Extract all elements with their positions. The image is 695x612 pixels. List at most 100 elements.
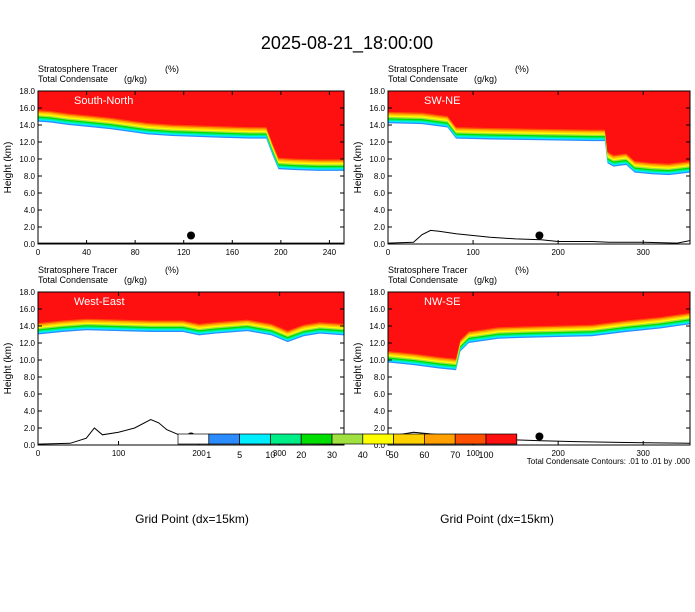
y-tick-label: 16.0 [19,104,35,113]
x-tick-label: 120 [177,248,191,257]
y-tick-label: 14.0 [369,121,385,130]
x-tick-label: 100 [466,449,480,458]
x-tick-label: 0 [386,449,391,458]
y-tick-label: 14.0 [19,121,35,130]
tracer-band-0 [38,91,344,159]
y-tick-label: 10.0 [19,155,35,164]
y-tick-label: 18.0 [19,288,35,297]
x-tick-label: 200 [551,449,565,458]
legend-swatch [270,433,302,445]
y-tick-label: 12.0 [369,339,385,348]
x-tick-label: 240 [323,248,337,257]
panel-label-condensate: Total Condensate [388,275,458,285]
legend-label: 30 [327,450,337,460]
location-marker [535,231,544,240]
y-tick-label: 6.0 [374,189,386,198]
legend-label: 20 [296,450,306,460]
legend-label: 100 [478,450,493,460]
legend-label: 70 [450,450,460,460]
legend-swatch [331,433,364,445]
panel-west-east: Stratosphere Tracer (%) Total Condensate (g… [3,265,345,458]
y-tick-label: 12.0 [19,339,35,348]
x-tick-label: 0 [36,248,41,257]
panel-sw-ne: Stratosphere Tracer (%) Total Condensate (g… [353,64,691,257]
x-tick-label: 100 [466,248,480,257]
y-tick-label: 8.0 [24,373,36,382]
panel-title: SW-NE [424,95,460,107]
x-tick-label: 80 [131,248,140,257]
panel-label-tracer: Stratosphere Tracer [388,64,468,74]
y-tick-label: 8.0 [374,172,386,181]
y-tick-label: 6.0 [24,390,36,399]
panel-label-condensate-unit: (g/kg) [124,74,147,84]
panel-label-condensate: Total Condensate [38,74,108,84]
x-tick-label: 200 [274,248,288,257]
x-tick-label: 0 [386,248,391,257]
x-tick-label: 300 [637,248,651,257]
plot-area [388,91,690,244]
color-legend: 1 5 10 20 30 40 50 60 70 100 [177,433,518,460]
y-tick-label: 8.0 [24,172,36,181]
panel-label-tracer: Stratosphere Tracer [38,64,118,74]
y-tick-label: 10.0 [19,356,35,365]
panel-south-north: Stratosphere Tracer (%) Total Condensate (g… [3,64,345,257]
y-tick-label: 4.0 [374,407,386,416]
plot-area [388,292,690,444]
x-tick-label: 300 [637,449,651,458]
legend-swatch [424,433,456,445]
contour-footnote: Total Condensate Contours: .01 to .01 by… [527,457,691,466]
legend-label: 40 [358,450,368,460]
tracer-band-0 [388,292,690,358]
y-tick-label: 4.0 [374,206,386,215]
panel-label-tracer-unit: (%) [515,64,529,74]
legend-swatch [300,433,333,445]
tracer-band-0 [38,292,344,330]
x-tick-label: 100 [112,449,126,458]
plot-frame [387,291,691,446]
y-tick-label: 8.0 [374,373,386,382]
y-tick-label: 14.0 [369,322,385,331]
y-tick-label: 4.0 [24,206,36,215]
y-tick-label: 16.0 [369,104,385,113]
panel-label-condensate: Total Condensate [38,275,108,285]
y-tick-label: 2.0 [374,223,386,232]
tracer-band-0 [388,91,690,163]
x-tick-label: 300 [273,449,287,458]
y-tick-label: 2.0 [374,424,386,433]
panel-label-condensate-unit: (g/kg) [474,275,497,285]
panel-label-condensate: Total Condensate [388,74,458,84]
y-tick-label: 18.0 [369,288,385,297]
y-axis-label: Height (km) [353,343,364,395]
location-marker [535,432,544,441]
x-axis-label-right: Grid Point (dx=15km) [440,512,554,526]
plot-frame [37,291,345,446]
y-tick-label: 0.0 [24,240,36,249]
legend-swatch [393,433,425,445]
y-tick-label: 4.0 [24,407,36,416]
y-tick-label: 10.0 [369,356,385,365]
y-tick-label: 10.0 [369,155,385,164]
location-marker [187,231,195,240]
y-tick-label: 0.0 [24,441,36,450]
plot-frame [37,90,345,245]
panel-label-tracer-unit: (%) [165,265,179,275]
plot-frame [387,90,691,245]
legend-swatch [239,433,271,445]
panel-title: NW-SE [424,296,460,308]
legend-label: 60 [419,450,429,460]
x-axis-label-left: Grid Point (dx=15km) [135,512,249,526]
x-tick-label: 200 [192,449,206,458]
x-tick-label: 40 [82,248,91,257]
y-axis-label: Height (km) [3,343,14,395]
y-tick-label: 18.0 [369,87,385,96]
legend-label: 50 [389,450,399,460]
y-tick-label: 14.0 [19,322,35,331]
y-tick-label: 2.0 [24,424,36,433]
y-tick-label: 16.0 [19,305,35,314]
legend-swatch [362,433,394,445]
legend-label: 1 [206,450,211,460]
x-tick-label: 200 [551,248,565,257]
panel-title: South-North [74,95,133,107]
